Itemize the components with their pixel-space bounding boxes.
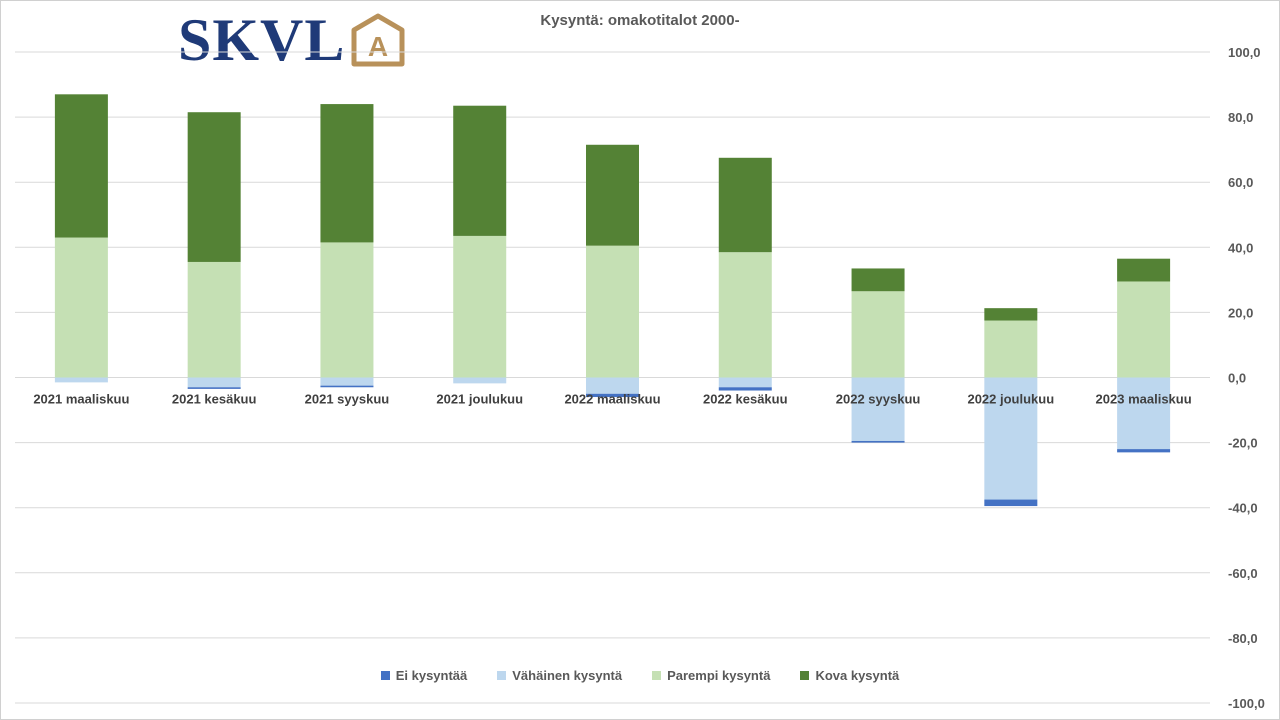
bar-segment bbox=[984, 308, 1038, 321]
bar-segment bbox=[453, 235, 507, 378]
bar-segment bbox=[586, 245, 639, 378]
bar-segment bbox=[586, 377, 639, 394]
y-tick-label: 40,0 bbox=[1228, 240, 1253, 255]
bar-segment bbox=[187, 112, 241, 262]
legend-item: Vähäinen kysyntä bbox=[497, 668, 622, 683]
bar-segment bbox=[586, 144, 639, 246]
bar-segment bbox=[718, 157, 772, 253]
x-category-label: 2023 maaliskuu bbox=[1096, 392, 1192, 407]
legend-item: Kova kysyntä bbox=[800, 668, 899, 683]
y-tick-label: -20,0 bbox=[1228, 436, 1258, 451]
y-axis-ticks: 100,0 80,0 60,0 40,0 20,0 0,0 -20,0 -40,0 -60,0 -… bbox=[1228, 45, 1265, 711]
bar-segment bbox=[718, 252, 772, 378]
bar-segment bbox=[320, 104, 374, 243]
y-tick-label: -100,0 bbox=[1228, 696, 1265, 711]
bar-segment bbox=[718, 387, 772, 391]
bar-segment bbox=[187, 377, 241, 388]
y-tick-label: 80,0 bbox=[1228, 110, 1253, 125]
bar-segment bbox=[453, 105, 507, 236]
legend-swatch bbox=[380, 671, 390, 680]
legend-swatch bbox=[800, 671, 810, 680]
bar-segment bbox=[984, 320, 1038, 378]
y-tick-label: -60,0 bbox=[1228, 566, 1258, 581]
bar-segment bbox=[851, 377, 905, 441]
x-category-label: 2022 kesäkuu bbox=[703, 392, 788, 407]
bar-segment bbox=[1117, 449, 1171, 453]
legend-item: Ei kysyntää bbox=[380, 668, 468, 683]
y-tick-label: 20,0 bbox=[1228, 305, 1253, 320]
bar-segment bbox=[320, 385, 374, 388]
y-tick-label: 100,0 bbox=[1228, 45, 1261, 60]
bar-segment bbox=[453, 377, 507, 384]
x-category-label: 2021 maaliskuu bbox=[33, 392, 129, 407]
legend: Ei kysyntää Vähäinen kysyntä Parempi kysyn… bbox=[0, 668, 1280, 683]
bar-segment bbox=[984, 499, 1038, 507]
bar-segment bbox=[54, 94, 108, 238]
logo-house-icon: A bbox=[351, 13, 405, 67]
bar-segment bbox=[984, 377, 1038, 500]
legend-label: Ei kysyntää bbox=[395, 668, 468, 683]
bar-segment bbox=[718, 377, 772, 388]
x-category-label: 2022 syyskuu bbox=[836, 392, 921, 407]
y-tick-label: -40,0 bbox=[1228, 501, 1258, 516]
legend-swatch bbox=[497, 671, 507, 680]
chart-title: Kysyntä: omakotitalot 2000- bbox=[540, 12, 740, 29]
bars bbox=[54, 94, 1171, 507]
bar-segment bbox=[320, 242, 374, 378]
bar-segment bbox=[187, 387, 241, 389]
x-category-label: 2021 syyskuu bbox=[305, 392, 390, 407]
bar-segment bbox=[54, 237, 108, 378]
x-axis-labels: 2021 maaliskuu 2021 kesäkuu 2021 syyskuu 20… bbox=[33, 392, 1191, 407]
legend-item: Parempi kysyntä bbox=[652, 668, 770, 683]
legend-label: Vähäinen kysyntä bbox=[512, 668, 623, 683]
bar-segment bbox=[586, 393, 639, 398]
x-category-label: 2022 joulukuu bbox=[967, 392, 1054, 407]
x-category-label: 2021 joulukuu bbox=[436, 392, 523, 407]
x-category-label: 2021 kesäkuu bbox=[172, 392, 257, 407]
bar-segment bbox=[851, 440, 905, 443]
bar-segment bbox=[851, 268, 905, 292]
bar-segment bbox=[851, 291, 905, 378]
bar-segment bbox=[187, 261, 241, 378]
skvl-logo: SKVL A bbox=[178, 10, 407, 70]
bar-segment bbox=[1117, 281, 1171, 378]
logo-text: SKVL bbox=[178, 7, 346, 73]
y-tick-label: 0,0 bbox=[1228, 371, 1246, 386]
x-category-label: 2022 maaliskuu bbox=[564, 392, 660, 407]
logo-emblem-letter: A bbox=[368, 31, 388, 62]
bar-segment bbox=[1117, 377, 1171, 450]
bar-segment bbox=[1117, 258, 1171, 282]
legend-swatch bbox=[652, 671, 662, 680]
legend-label: Kova kysyntä bbox=[815, 668, 900, 683]
y-tick-label: 60,0 bbox=[1228, 175, 1253, 190]
legend-label: Parempi kysyntä bbox=[667, 668, 771, 683]
bar-segment bbox=[320, 377, 374, 386]
y-tick-label: -80,0 bbox=[1228, 631, 1258, 646]
bar-segment bbox=[54, 377, 108, 383]
